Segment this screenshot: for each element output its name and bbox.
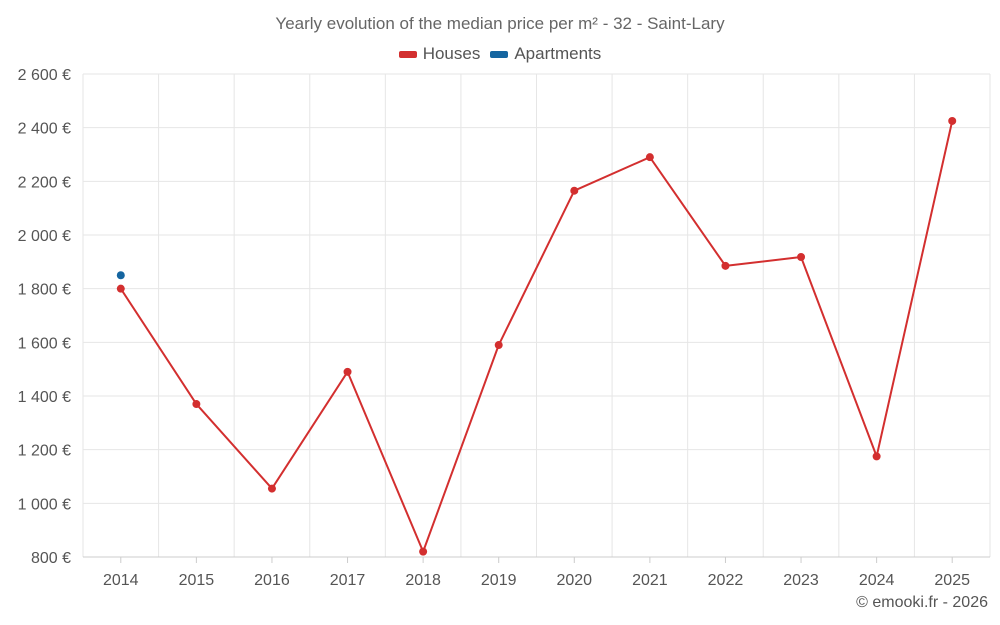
legend-item-houses[interactable]: Houses xyxy=(398,44,481,64)
axes: 800 € 1 000 € 1 200 € 1 400 € 1 600 € 1 800 €… xyxy=(18,67,990,589)
data-point-apartments xyxy=(116,271,125,280)
x-tick-label: 2024 xyxy=(859,572,895,589)
credit-text: © emooki.fr - 2026 xyxy=(856,594,988,611)
data-point-houses xyxy=(570,186,579,195)
data-point-houses xyxy=(343,367,352,376)
series-line-houses xyxy=(119,120,954,553)
legend-label-houses: Houses xyxy=(422,44,481,63)
legend-swatch-apartments xyxy=(490,50,509,58)
x-tick-label: 2021 xyxy=(632,572,668,589)
series xyxy=(116,116,957,556)
y-tick-label: 1 200 € xyxy=(18,443,71,460)
x-tick-label: 2015 xyxy=(179,572,215,589)
y-tick-label: 2 000 € xyxy=(18,228,71,245)
x-tick-label: 2023 xyxy=(783,572,819,589)
x-tick-label: 2020 xyxy=(556,572,592,589)
legend-label-apartments: Apartments xyxy=(514,44,602,63)
x-tick-label: 2019 xyxy=(481,572,517,589)
y-tick-label: 1 600 € xyxy=(18,335,71,352)
x-tick-label: 2017 xyxy=(330,572,366,589)
x-tick-label: 2016 xyxy=(254,572,290,589)
data-point-houses xyxy=(721,261,730,270)
x-tick-label: 2022 xyxy=(708,572,744,589)
y-tick-label: 1 000 € xyxy=(18,496,71,513)
data-point-houses xyxy=(116,284,125,293)
y-tick-label: 800 € xyxy=(31,550,71,567)
data-point-houses xyxy=(948,116,957,125)
data-point-houses xyxy=(797,253,806,262)
x-tick-label: 2025 xyxy=(934,572,970,589)
y-tick-label: 2 400 € xyxy=(18,121,71,138)
chart-title: Yearly evolution of the median price per… xyxy=(275,14,725,33)
legend: Houses Apartments xyxy=(0,44,1000,64)
data-point-houses xyxy=(645,153,654,162)
data-point-houses xyxy=(192,400,201,409)
y-tick-label: 1 800 € xyxy=(18,282,71,299)
x-tick-label: 2014 xyxy=(103,572,139,589)
grid xyxy=(82,73,991,557)
data-point-houses xyxy=(267,484,276,493)
legend-swatch-houses xyxy=(398,50,417,58)
y-tick-label: 1 400 € xyxy=(18,389,71,406)
y-tick-label: 2 200 € xyxy=(18,174,71,191)
legend-item-apartments[interactable]: Apartments xyxy=(490,44,601,64)
y-tick-label: 2 600 € xyxy=(18,67,71,84)
data-point-houses xyxy=(494,341,503,350)
x-tick-label: 2018 xyxy=(405,572,441,589)
data-point-houses xyxy=(872,452,881,461)
data-point-houses xyxy=(419,547,428,556)
